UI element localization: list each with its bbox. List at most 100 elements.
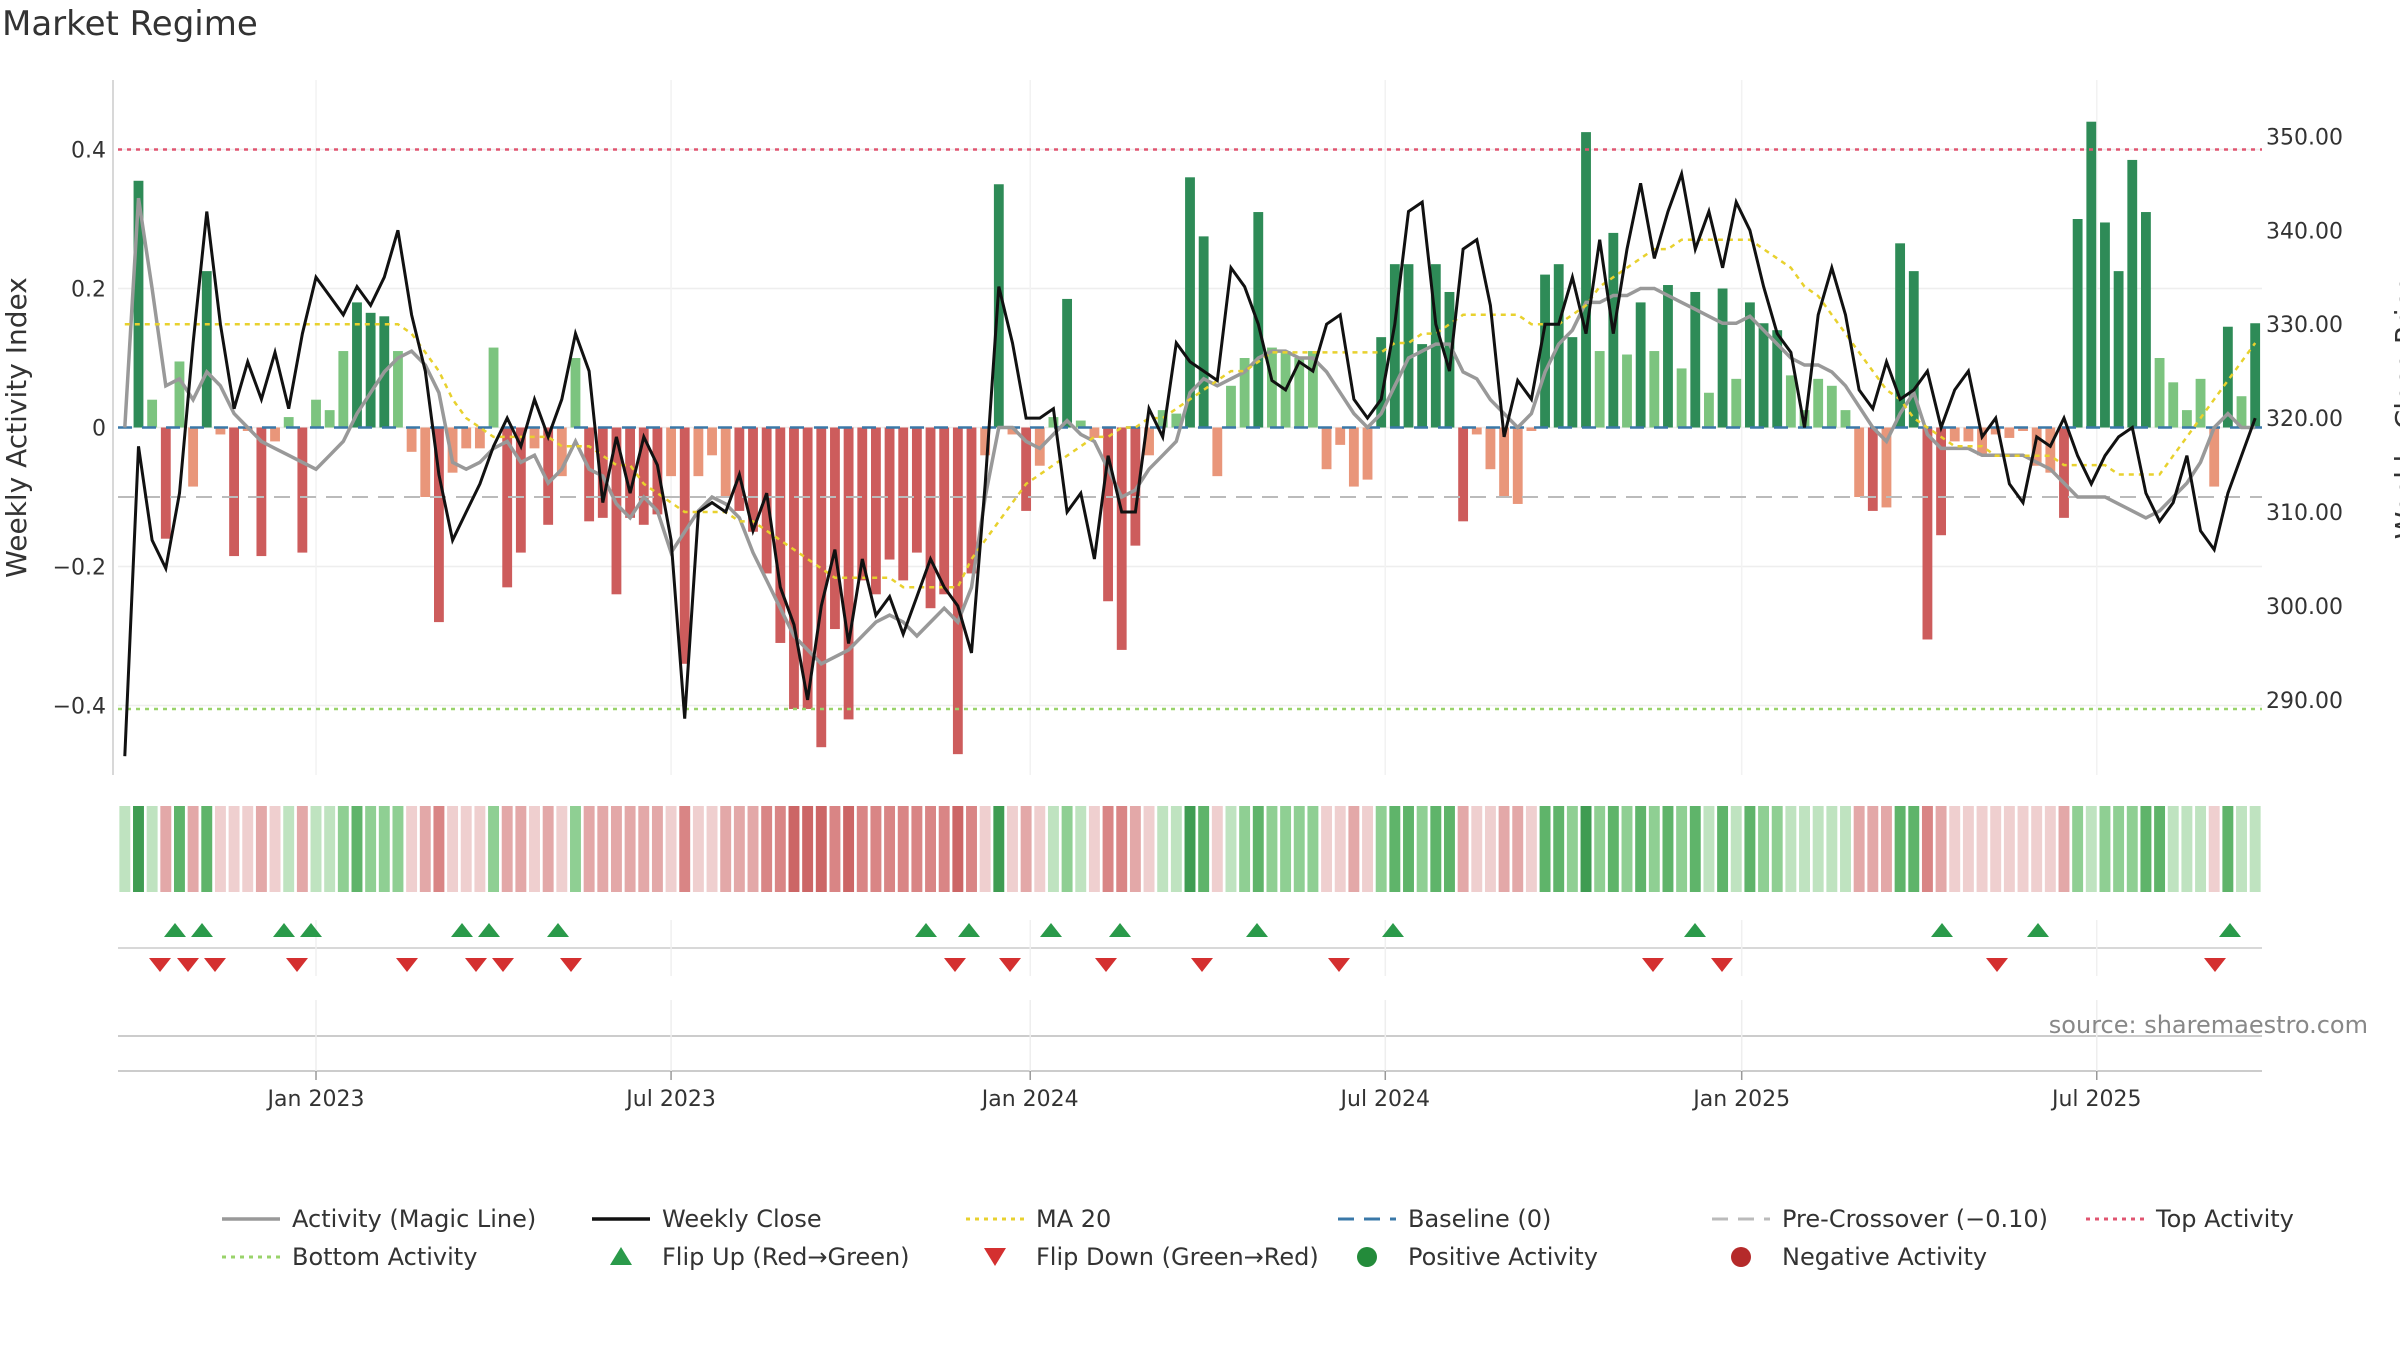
heat-cell	[1047, 806, 1059, 892]
activity-bar	[1226, 385, 1236, 428]
heat-cell	[1621, 806, 1633, 892]
heat-cell	[1635, 806, 1647, 892]
heat-cell	[1908, 806, 1920, 892]
heat-cell	[2222, 806, 2234, 892]
chart-title: Market Regime	[2, 4, 258, 44]
legend-label: MA 20	[1036, 1205, 1111, 1233]
activity-bar	[1676, 368, 1687, 428]
activity-bar	[393, 351, 403, 428]
activity-bar	[816, 427, 827, 748]
activity-bar	[748, 427, 758, 532]
heat-cell	[952, 806, 964, 892]
flip-down-marker	[1328, 958, 1350, 972]
heat-cell	[351, 806, 363, 892]
flip-down-marker	[560, 958, 582, 972]
activity-bar	[625, 427, 636, 518]
heat-cell	[515, 806, 527, 892]
legend-label: Flip Down (Green→Red)	[1036, 1243, 1319, 1271]
legend-item: MA 20	[966, 1205, 1111, 1233]
left-axis-ticks: −0.4 −0.2 0 0.2 0.4	[53, 139, 106, 720]
heat-cell	[1758, 806, 1770, 892]
activity-bar	[1362, 427, 1373, 480]
heat-cell	[733, 806, 745, 892]
heat-cell	[2003, 806, 2015, 892]
heat-cell	[829, 806, 841, 892]
activity-bar	[884, 427, 895, 560]
heat-cell	[2058, 806, 2070, 892]
activity-bar	[597, 427, 608, 518]
heat-cell	[679, 806, 691, 892]
heat-cell	[2085, 806, 2097, 892]
heat-cell	[1498, 806, 1510, 892]
flip-down-marker	[1095, 958, 1117, 972]
activity-bar	[2141, 212, 2151, 428]
legend-label: Negative Activity	[1782, 1243, 1987, 1271]
heat-cell	[706, 806, 718, 892]
activity-bar	[338, 351, 349, 428]
flip-down-marker	[204, 958, 226, 972]
legend-item: Negative Activity	[1731, 1243, 1987, 1271]
activity-bar	[1116, 427, 1127, 650]
activity-bar	[952, 427, 963, 755]
activity-bar	[420, 427, 431, 497]
activity-bar	[1744, 302, 1755, 428]
flip-up-marker	[300, 923, 322, 937]
heat-cell	[1444, 806, 1455, 892]
heat-cell	[1034, 806, 1046, 892]
legend-item: Weekly Close	[592, 1205, 822, 1233]
activity-bar	[2127, 159, 2138, 428]
heat-cell	[1662, 806, 1674, 892]
heat-cell	[638, 806, 650, 892]
activity-bar	[775, 427, 786, 643]
activity-bar	[215, 427, 226, 435]
activity-bar	[461, 427, 472, 449]
activity-bar	[843, 427, 854, 720]
y-tick-label: 0.2	[71, 278, 106, 303]
flip-down-marker	[396, 958, 418, 972]
heat-cell	[1157, 806, 1169, 892]
activity-bar	[1526, 427, 1537, 431]
activity-bar	[352, 302, 362, 428]
heat-cell	[1403, 806, 1414, 892]
activity-bar	[2113, 271, 2124, 428]
x-tick-label: Jan 2024	[980, 1087, 1079, 1112]
flip-down-marker	[1642, 958, 1664, 972]
activity-bar	[256, 427, 267, 557]
legend-label: Pre-Crossover (−0.10)	[1782, 1205, 2048, 1233]
heat-cell	[747, 806, 759, 892]
heat-cell	[1703, 806, 1715, 892]
heat-cell	[365, 806, 377, 892]
activity-bar	[2154, 358, 2165, 428]
heat-cell	[2099, 806, 2111, 892]
activity-bar	[201, 271, 212, 428]
activity-bar	[283, 417, 294, 428]
flip-up-marker	[2219, 923, 2241, 937]
heat-cell	[1143, 806, 1155, 892]
legend-item: Pre-Crossover (−0.10)	[1712, 1205, 2048, 1233]
heat-cell	[1307, 806, 1319, 892]
activity-bar	[2209, 427, 2220, 487]
activity-bar	[1922, 427, 1933, 640]
legend-swatch	[610, 1247, 632, 1265]
activity-bar	[611, 427, 622, 595]
activity-bar	[1458, 427, 1469, 522]
flip-down-marker	[465, 958, 487, 972]
legend-label: Positive Activity	[1408, 1243, 1598, 1271]
legend-item: Activity (Magic Line)	[222, 1205, 536, 1233]
heat-cell	[1676, 806, 1688, 892]
activity-bar	[693, 427, 704, 477]
activity-bar	[1048, 417, 1059, 428]
heat-cell	[1457, 806, 1469, 892]
activity-bar	[365, 312, 376, 428]
heat-cell	[1416, 806, 1428, 892]
flip-up-marker	[1040, 923, 1062, 937]
flip-down-marker	[177, 958, 199, 972]
activity-bar	[1417, 344, 1428, 428]
y2-axis-label: Weekly Close Price	[2389, 276, 2400, 539]
heat-cell	[1211, 806, 1223, 892]
activity-bar	[1908, 271, 1919, 428]
activity-bar	[543, 427, 554, 525]
activity-bar	[789, 427, 799, 709]
heat-cell	[146, 806, 158, 892]
activity-bar	[2059, 427, 2069, 518]
